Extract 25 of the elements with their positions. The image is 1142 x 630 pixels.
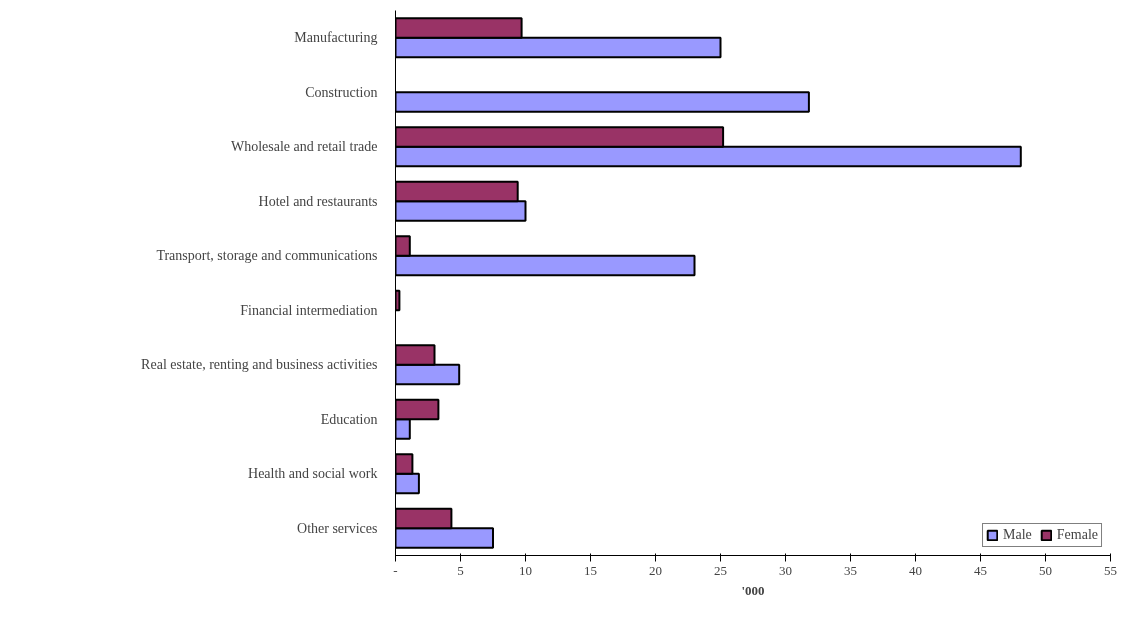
legend-label: Female (1056, 527, 1098, 543)
x-tick-label: 5 (457, 562, 464, 578)
y-tick-label: Transport, storage and communications (156, 248, 378, 264)
x-tick-label: 45 (974, 562, 987, 578)
y-tick-label: Other services (297, 520, 378, 536)
x-tick-label: 10 (519, 562, 532, 578)
x-tick-label: 55 (1104, 562, 1117, 578)
y-tick-label: Hotel and restaurants (258, 193, 378, 209)
x-axis-title: '000 (741, 582, 765, 598)
y-tick-label: Financial intermediation (240, 302, 378, 318)
x-tick-label: 20 (649, 562, 662, 578)
y-tick-label: Construction (305, 84, 378, 100)
x-tick-label: 30 (779, 562, 792, 578)
y-tick-label: Manufacturing (294, 30, 378, 46)
x-tick-label: 15 (584, 562, 597, 578)
x-tick-label: 50 (1039, 562, 1052, 578)
legend-label: Male (1003, 527, 1032, 543)
y-tick-label: Education (320, 411, 378, 427)
x-tick-label: 40 (909, 562, 922, 578)
y-tick-label: Health and social work (248, 466, 378, 482)
y-tick-label: Wholesale and retail trade (230, 139, 378, 155)
x-tick-label: - (393, 562, 398, 578)
x-tick-label: 35 (844, 562, 857, 578)
x-tick-label: 25 (714, 562, 727, 578)
y-tick-label: Real estate, renting and business activities (141, 357, 378, 373)
